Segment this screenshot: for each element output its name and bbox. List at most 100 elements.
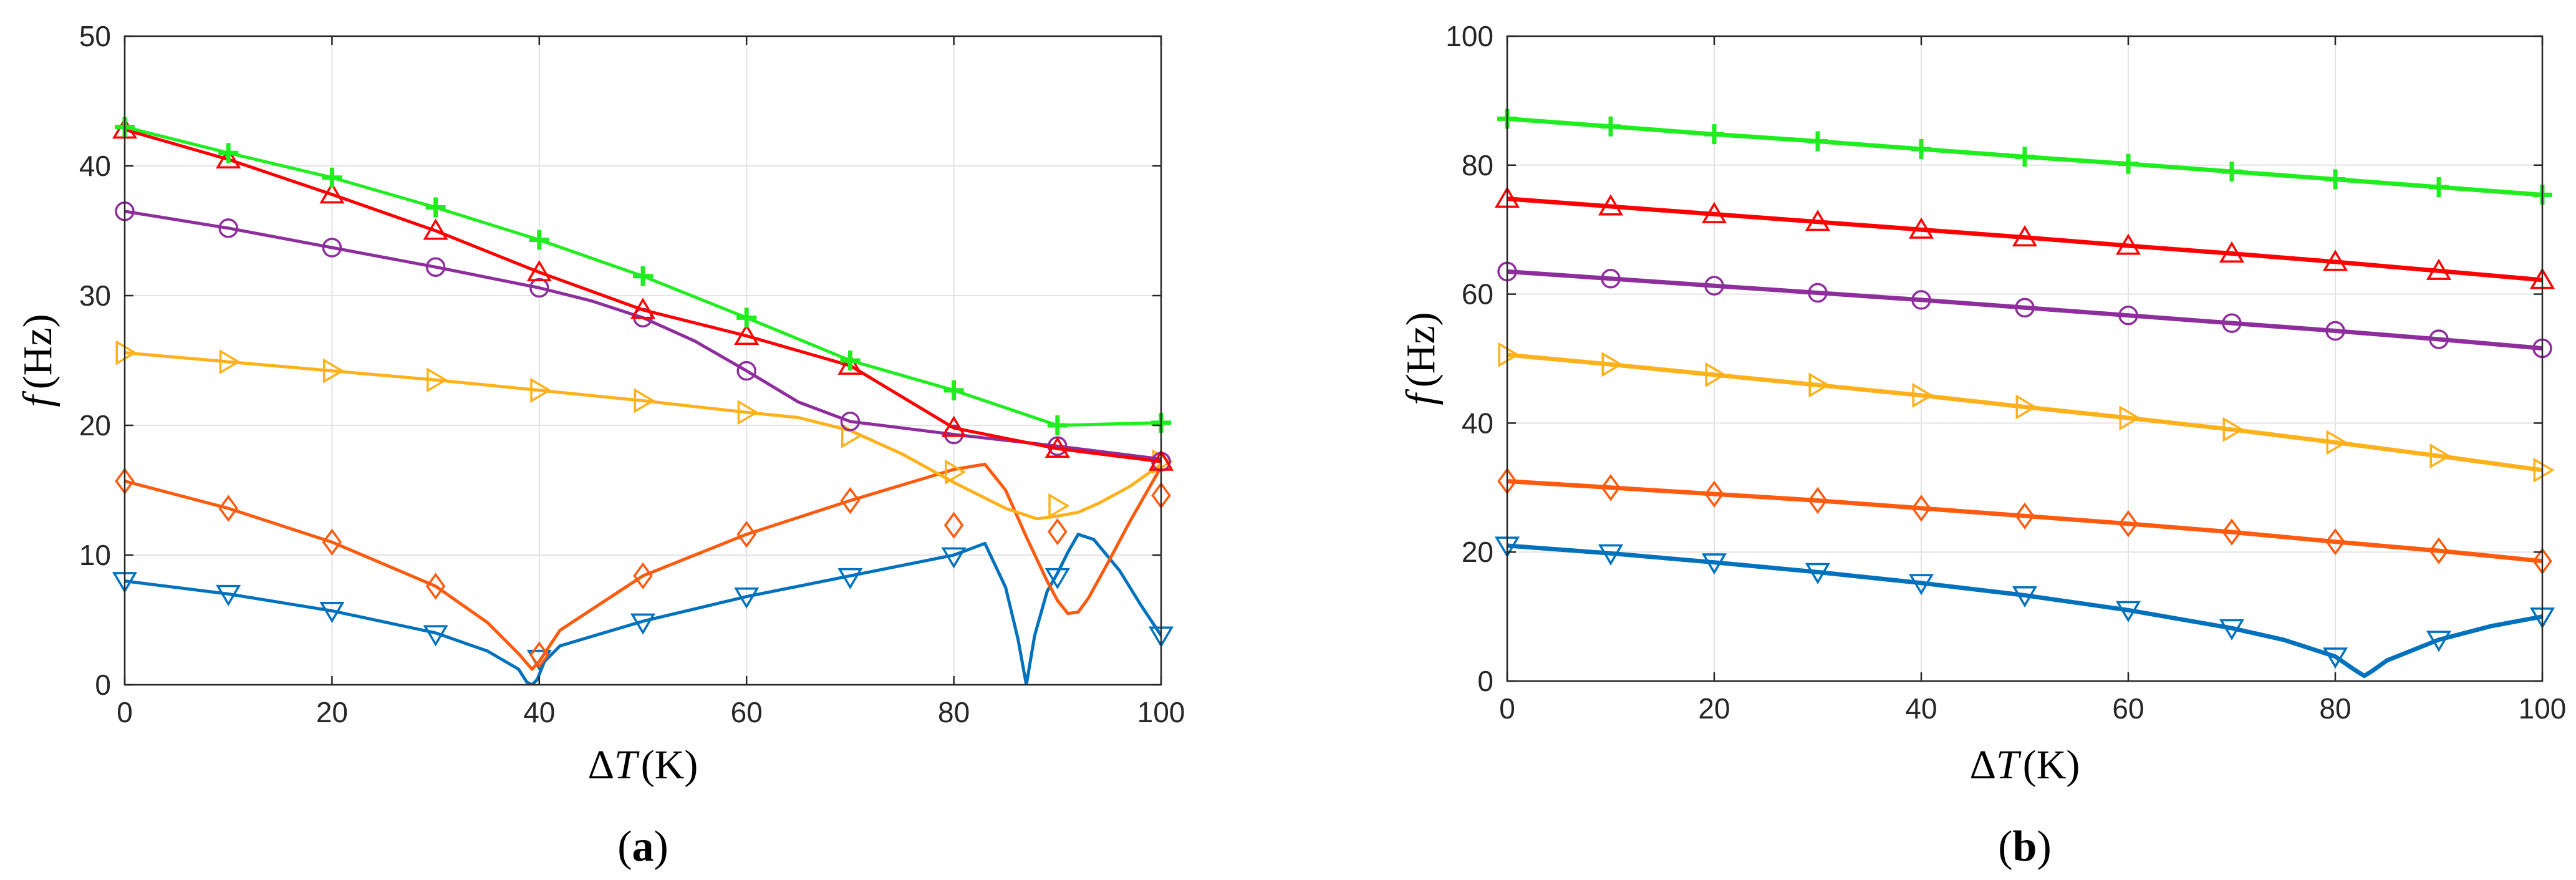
- panel-letter-b: b: [2013, 823, 2037, 871]
- data-point-a-mode-5: [941, 415, 967, 437]
- data-point-b-mode-4: [1601, 269, 1621, 289]
- data-point-a-mode-5: [423, 218, 448, 240]
- data-point-a-mode-4: [840, 412, 861, 432]
- data-point-b-mode-2: [1911, 495, 1931, 522]
- y-tick-label-a: 40: [79, 150, 111, 182]
- data-point-a-mode-2: [840, 486, 861, 515]
- data-point-b-mode-4: [2015, 297, 2035, 318]
- data-point-b-mode-4: [2118, 305, 2138, 326]
- data-point-b-mode-3: [2533, 457, 2555, 483]
- series-line-b-mode-5: [1507, 196, 2542, 283]
- data-point-a-mode-1: [319, 601, 345, 624]
- data-point-b-mode-4: [1704, 276, 1724, 296]
- data-point-a-mode-5: [837, 353, 863, 375]
- y-axis-label-b: f (Hz): [1398, 312, 1444, 405]
- data-point-b-mode-3: [2015, 394, 2037, 420]
- data-point-b-mode-3: [1601, 352, 1623, 377]
- series-line-a-mode-1: [125, 533, 1161, 685]
- data-point-a-mode-2: [218, 495, 238, 522]
- data-point-b-mode-3: [1912, 382, 1934, 408]
- data-point-a-mode-2: [425, 573, 446, 600]
- data-point-b-mode-3: [2326, 430, 2348, 455]
- data-point-b-mode-1: [2012, 586, 2038, 608]
- data-point-b-mode-6: [1911, 138, 1931, 159]
- data-point-a-mode-5: [630, 297, 656, 319]
- x-tick-label-a: 80: [938, 696, 970, 728]
- x-tick-label-a: 0: [117, 696, 133, 728]
- data-point-b-mode-3: [1808, 372, 1830, 398]
- data-point-a-mode-1: [216, 584, 241, 607]
- data-point-b-mode-2: [1704, 480, 1724, 508]
- data-point-b-mode-2: [2429, 537, 2449, 564]
- panel-letter-a: a: [632, 823, 654, 871]
- data-point-b-mode-6: [2118, 153, 2138, 174]
- series-line-b-mode-4: [1507, 269, 2542, 351]
- data-point-a-mode-4: [322, 238, 342, 258]
- data-point-b-mode-1: [2115, 601, 2141, 622]
- panel-b-chart: 0 20 40 60 80 100 0 20 40 60 80 100 ΔT(K) f (Hz) (b): [1398, 20, 2566, 871]
- data-point-b-mode-1: [2219, 619, 2245, 641]
- data-point-a-mode-1: [837, 568, 863, 589]
- y-tick-label-b: 40: [1462, 407, 1493, 439]
- data-point-b-mode-4: [1808, 283, 1828, 303]
- data-point-a-mode-4: [425, 257, 446, 277]
- y-axis-unit-a: (Hz): [15, 314, 60, 389]
- panel-label-a: (a): [617, 823, 668, 871]
- x-tick-label-b: 80: [2319, 692, 2351, 725]
- data-point-a-mode-3: [634, 388, 655, 413]
- data-point-a-mode-3: [530, 377, 552, 403]
- data-point-a-mode-5: [526, 259, 552, 282]
- data-point-a-mode-3: [322, 358, 345, 384]
- x-axis-label-b: ΔT(K): [1970, 742, 2080, 788]
- data-point-a-mode-6: [425, 197, 446, 218]
- x-axis-symbol-var-b: T: [1996, 742, 2022, 788]
- data-point-a-mode-2: [943, 511, 964, 539]
- data-point-a-mode-2: [529, 641, 549, 669]
- y-tick-label-b: 0: [1477, 665, 1493, 697]
- data-point-a-mode-6: [1047, 415, 1068, 435]
- data-point-a-mode-4: [529, 278, 549, 298]
- x-axis-symbol-var-a: T: [614, 742, 640, 788]
- data-point-b-mode-6: [1808, 131, 1828, 152]
- data-point-a-mode-1: [423, 625, 448, 647]
- data-point-b-mode-4: [2325, 321, 2345, 341]
- data-point-b-mode-6: [2325, 169, 2345, 190]
- data-point-a-mode-3: [1048, 493, 1070, 519]
- data-point-b-mode-2: [2118, 510, 2138, 538]
- data-point-a-mode-5: [1044, 436, 1070, 458]
- data-point-b-mode-6: [2222, 162, 2242, 182]
- y-tick-label-b: 80: [1462, 149, 1493, 181]
- series-line-a-mode-4: [125, 210, 1161, 461]
- series-line-a-mode-3: [125, 351, 1161, 521]
- y-tick-label-b: 20: [1462, 536, 1493, 568]
- data-point-a-mode-3: [945, 459, 967, 485]
- data-point-b-mode-2: [2222, 518, 2242, 546]
- panel-a-chart: 0 20 40 60 80 100 0 10 20 30 40 50 ΔT(K) f (Hz) (a): [15, 20, 1185, 871]
- data-point-b-mode-5: [2426, 258, 2452, 280]
- y-tick-label-a: 30: [79, 279, 111, 312]
- y-axis-label-a: f (Hz): [15, 314, 60, 407]
- data-point-a-mode-1: [734, 587, 760, 609]
- y-tick-label-a: 10: [79, 539, 111, 571]
- data-point-a-mode-2: [736, 521, 756, 548]
- data-point-b-mode-4: [2222, 313, 2242, 333]
- data-point-a-mode-6: [840, 351, 861, 370]
- data-point-a-mode-6: [218, 143, 239, 163]
- y-tick-label-a: 50: [79, 20, 111, 52]
- x-axis-symbol-delta-a: Δ: [588, 742, 614, 788]
- data-point-b-mode-5: [1908, 217, 1934, 239]
- x-tick-label-a: 40: [523, 696, 555, 728]
- data-point-a-mode-5: [734, 323, 760, 345]
- data-point-a-mode-1: [630, 613, 656, 635]
- data-point-a-mode-1: [1044, 568, 1070, 589]
- data-point-a-mode-6: [529, 230, 549, 250]
- series-line-b-mode-3: [1507, 352, 2542, 473]
- data-point-a-mode-5: [216, 147, 241, 169]
- series-line-a-mode-5: [125, 128, 1161, 463]
- series-line-b-mode-2: [1507, 479, 2542, 564]
- data-point-b-mode-6: [2015, 147, 2035, 167]
- data-point-b-mode-1: [1598, 544, 1624, 566]
- plot-area-b: [1507, 36, 2542, 681]
- data-point-b-mode-3: [2429, 443, 2451, 469]
